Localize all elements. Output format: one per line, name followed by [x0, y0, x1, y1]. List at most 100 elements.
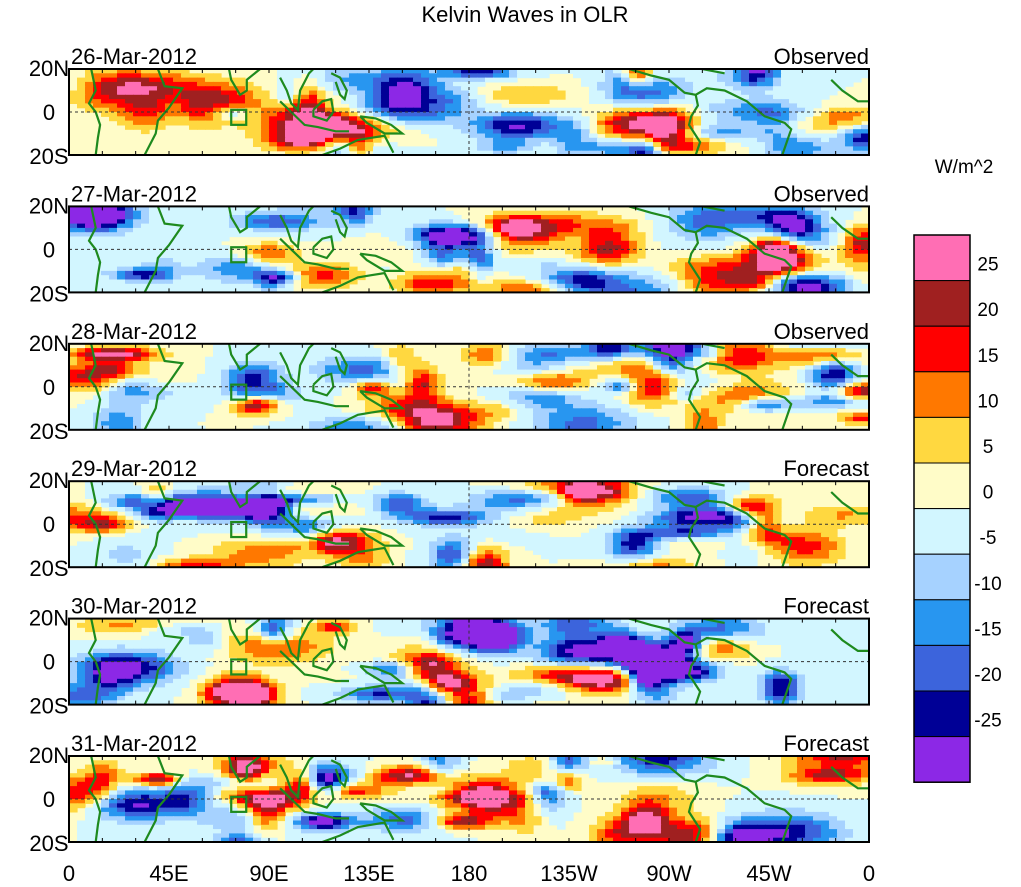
- olr-cell: [821, 146, 830, 152]
- olr-cell: [341, 425, 350, 430]
- olr-cell: [549, 365, 558, 371]
- olr-cell: [197, 283, 206, 289]
- olr-cell: [421, 369, 430, 375]
- olr-cell: [573, 210, 582, 216]
- olr-cell: [693, 391, 702, 396]
- olr-cell: [813, 227, 822, 233]
- olr-cell: [805, 373, 814, 379]
- olr-cell: [317, 275, 326, 281]
- olr-cell: [669, 116, 678, 122]
- olr-cell: [189, 258, 198, 263]
- olr-cell: [717, 279, 726, 285]
- olr-cell: [645, 266, 654, 272]
- olr-cell: [429, 69, 438, 74]
- olr-cell: [189, 206, 198, 212]
- olr-cell: [653, 94, 662, 100]
- olr-cell: [565, 421, 574, 427]
- olr-cell: [749, 270, 758, 276]
- olr-cell: [277, 421, 286, 427]
- olr-cell: [533, 399, 542, 405]
- olr-cell: [845, 404, 854, 409]
- olr-cell: [133, 81, 142, 87]
- olr-cell: [445, 425, 454, 430]
- olr-cell: [805, 77, 814, 83]
- olr-cell: [597, 395, 606, 401]
- olr-cell: [781, 133, 790, 139]
- olr-cell: [581, 275, 590, 281]
- olr-cell: [845, 77, 854, 83]
- olr-cell: [277, 348, 286, 353]
- olr-cell: [181, 391, 190, 396]
- olr-cell: [605, 412, 614, 418]
- olr-cell: [77, 356, 86, 362]
- olr-cell: [549, 266, 558, 272]
- olr-cell: [157, 99, 166, 104]
- olr-cell: [773, 69, 782, 74]
- olr-cell: [429, 236, 438, 242]
- olr-cell: [277, 369, 286, 375]
- olr-cell: [197, 116, 206, 122]
- olr-cell: [773, 275, 782, 281]
- olr-cell: [397, 408, 406, 414]
- olr-cell: [517, 137, 526, 143]
- olr-cell: [565, 266, 574, 272]
- olr-cell: [861, 227, 869, 233]
- olr-cell: [605, 369, 614, 375]
- olr-cell: [413, 124, 422, 130]
- olr-cell: [213, 206, 222, 212]
- olr-cell: [125, 223, 134, 229]
- olr-cell: [309, 266, 318, 272]
- olr-cell: [269, 361, 278, 366]
- olr-cell: [805, 240, 814, 246]
- olr-cell: [605, 399, 614, 405]
- olr-cell: [133, 395, 142, 401]
- olr-cell: [541, 399, 550, 405]
- olr-cell: [469, 69, 478, 74]
- olr-cell: [461, 245, 470, 250]
- olr-cell: [565, 240, 574, 246]
- olr-cell: [149, 206, 158, 212]
- olr-cell: [253, 137, 262, 143]
- olr-cell: [349, 412, 358, 418]
- olr-cell: [541, 129, 550, 135]
- olr-cell: [685, 223, 694, 229]
- olr-cell: [453, 94, 462, 100]
- olr-cell: [93, 382, 102, 388]
- olr-cell: [741, 112, 750, 117]
- olr-cell: [717, 219, 726, 225]
- olr-cell: [133, 352, 142, 358]
- olr-cell: [773, 107, 782, 113]
- olr-cell: [669, 348, 678, 353]
- olr-cell: [429, 279, 438, 285]
- olr-cell: [317, 382, 326, 388]
- olr-cell: [533, 210, 542, 216]
- olr-cell: [517, 283, 526, 289]
- olr-cell: [189, 382, 198, 388]
- olr-cell: [589, 416, 598, 422]
- olr-cell: [781, 391, 790, 396]
- olr-cell: [597, 412, 606, 418]
- olr-cell: [157, 399, 166, 405]
- olr-cell: [309, 227, 318, 233]
- olr-cell: [613, 378, 622, 384]
- olr-cell: [709, 227, 718, 233]
- olr-cell: [413, 77, 422, 83]
- olr-cell: [413, 86, 422, 92]
- olr-cell: [773, 232, 782, 238]
- olr-cell: [781, 99, 790, 104]
- olr-cell: [125, 99, 134, 104]
- olr-cell: [613, 236, 622, 242]
- olr-cell: [173, 386, 182, 392]
- olr-cell: [205, 378, 214, 384]
- olr-cell: [661, 399, 670, 405]
- olr-cell: [525, 245, 534, 250]
- olr-cell: [533, 416, 542, 422]
- olr-cell: [597, 219, 606, 225]
- olr-cell: [845, 206, 854, 212]
- olr-cell: [573, 412, 582, 418]
- olr-cell: [805, 266, 814, 272]
- olr-cell: [837, 219, 846, 225]
- olr-cell: [189, 395, 198, 401]
- olr-cell: [701, 253, 710, 259]
- olr-cell: [453, 215, 462, 220]
